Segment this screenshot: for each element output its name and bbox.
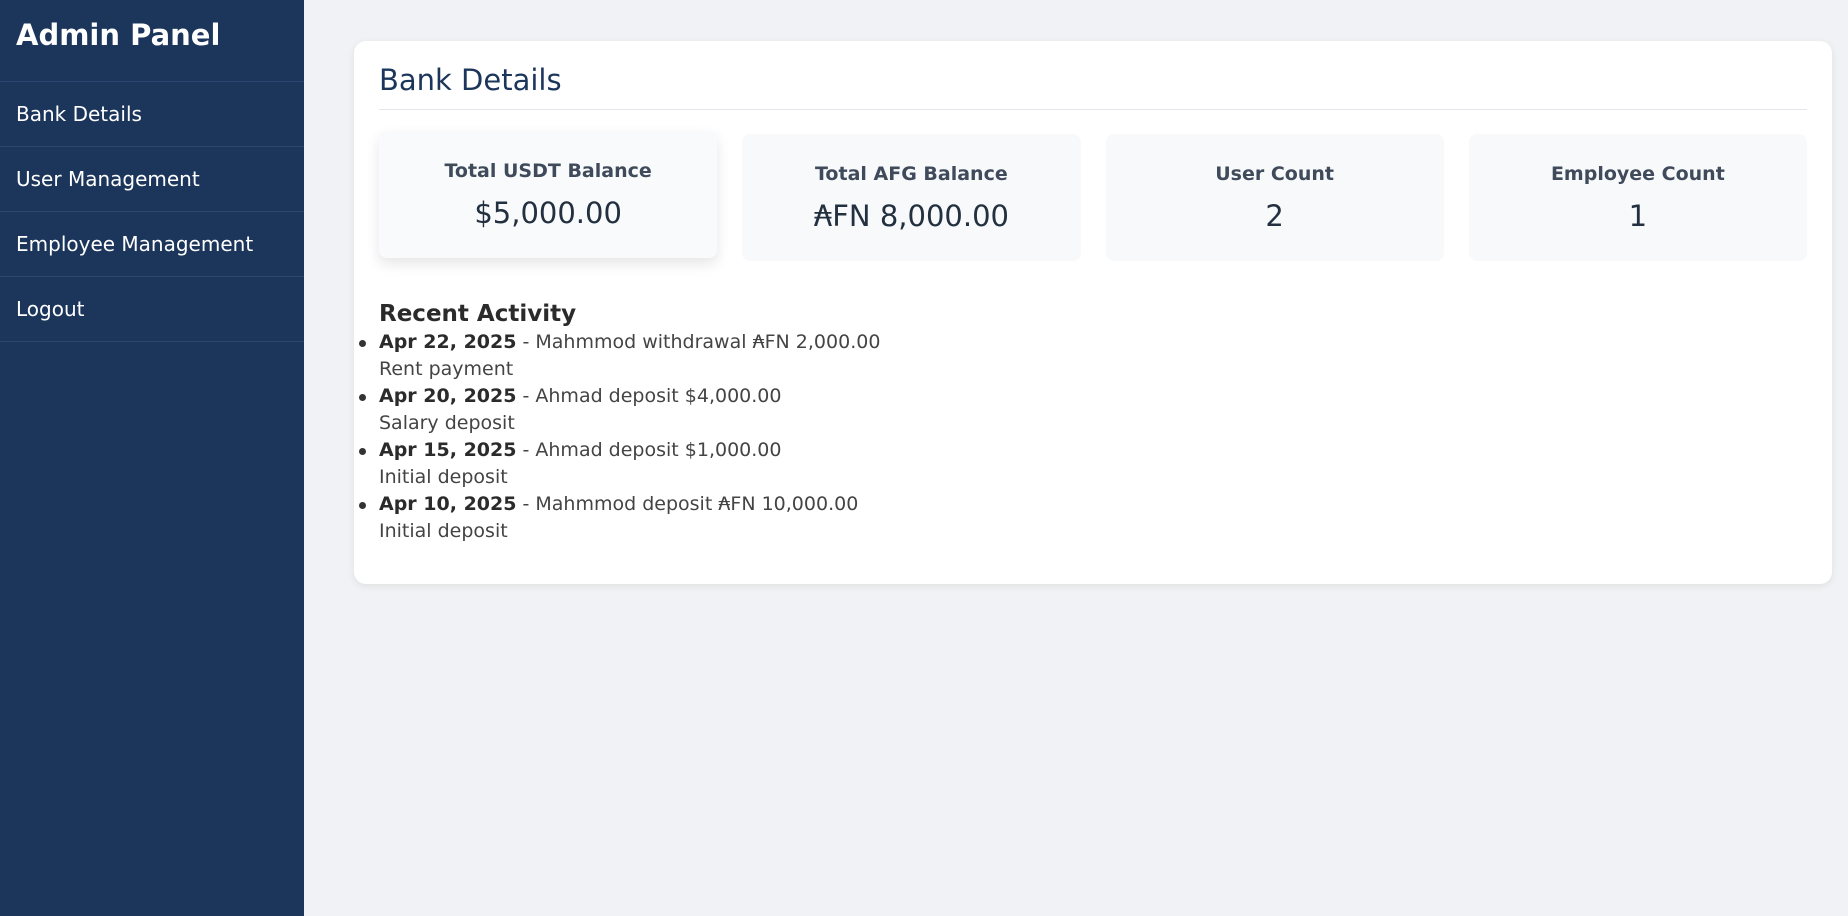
list-item: Apr 10, 2025 - Mahmmod deposit ₳FN 10,00… (359, 491, 1807, 545)
activity-note: Salary deposit (379, 412, 515, 434)
recent-activity: Recent Activity Apr 22, 2025 - Mahmmod w… (359, 301, 1807, 545)
list-item: Apr 22, 2025 - Mahmmod withdrawal ₳FN 2,… (359, 329, 1807, 383)
activity-date: Apr 15, 2025 (379, 439, 517, 461)
activity-separator: - (516, 439, 536, 461)
card-employee-count: Employee Count 1 (1468, 134, 1807, 261)
activity-description: Ahmad deposit $4,000.00 (535, 385, 782, 407)
activity-note: Initial deposit (379, 520, 508, 542)
summary-cards: Total USDT Balance $5,000.00 Total AFG B… (379, 131, 1807, 261)
activity-note: Rent payment (379, 358, 514, 380)
card-value: ₳FN 8,000.00 (813, 198, 1009, 233)
bank-details-panel: Bank Details Total USDT Balance $5,000.0… (354, 41, 1832, 584)
card-user-count: User Count 2 (1105, 134, 1444, 261)
card-value: 1 (1628, 198, 1648, 233)
main-content: Bank Details Total USDT Balance $5,000.0… (304, 0, 1848, 916)
activity-separator: - (516, 493, 536, 515)
sidebar: Admin Panel Bank Details User Management… (0, 0, 304, 916)
activity-list: Apr 22, 2025 - Mahmmod withdrawal ₳FN 2,… (359, 329, 1807, 545)
list-item: Apr 15, 2025 - Ahmad deposit $1,000.00 I… (359, 437, 1807, 491)
activity-date: Apr 22, 2025 (379, 331, 517, 353)
sidebar-item-user-management[interactable]: User Management (0, 147, 304, 212)
card-label: Total AFG Balance (815, 162, 1008, 185)
page-title: Bank Details (379, 63, 1807, 110)
card-label: User Count (1215, 162, 1334, 185)
sidebar-brand: Admin Panel (0, 0, 304, 82)
card-total-afg-balance: Total AFG Balance ₳FN 8,000.00 (742, 134, 1081, 261)
activity-description: Ahmad deposit $1,000.00 (535, 439, 782, 461)
activity-description: Mahmmod withdrawal ₳FN 2,000.00 (535, 331, 881, 353)
card-value: $5,000.00 (474, 195, 622, 230)
card-total-usdt-balance: Total USDT Balance $5,000.00 (379, 131, 718, 258)
list-item: Apr 20, 2025 - Ahmad deposit $4,000.00 S… (359, 383, 1807, 437)
sidebar-item-employee-management[interactable]: Employee Management (0, 212, 304, 277)
recent-activity-title: Recent Activity (379, 301, 577, 327)
activity-description: Mahmmod deposit ₳FN 10,000.00 (535, 493, 859, 515)
card-label: Total USDT Balance (444, 159, 652, 182)
card-value: 2 (1265, 198, 1284, 233)
sidebar-item-logout[interactable]: Logout (0, 277, 304, 342)
card-label: Employee Count (1550, 162, 1725, 185)
activity-date: Apr 20, 2025 (379, 385, 517, 407)
activity-note: Initial deposit (379, 466, 508, 488)
activity-separator: - (516, 331, 536, 353)
activity-date: Apr 10, 2025 (379, 493, 517, 515)
activity-separator: - (516, 385, 536, 407)
sidebar-item-bank-details[interactable]: Bank Details (0, 82, 304, 147)
